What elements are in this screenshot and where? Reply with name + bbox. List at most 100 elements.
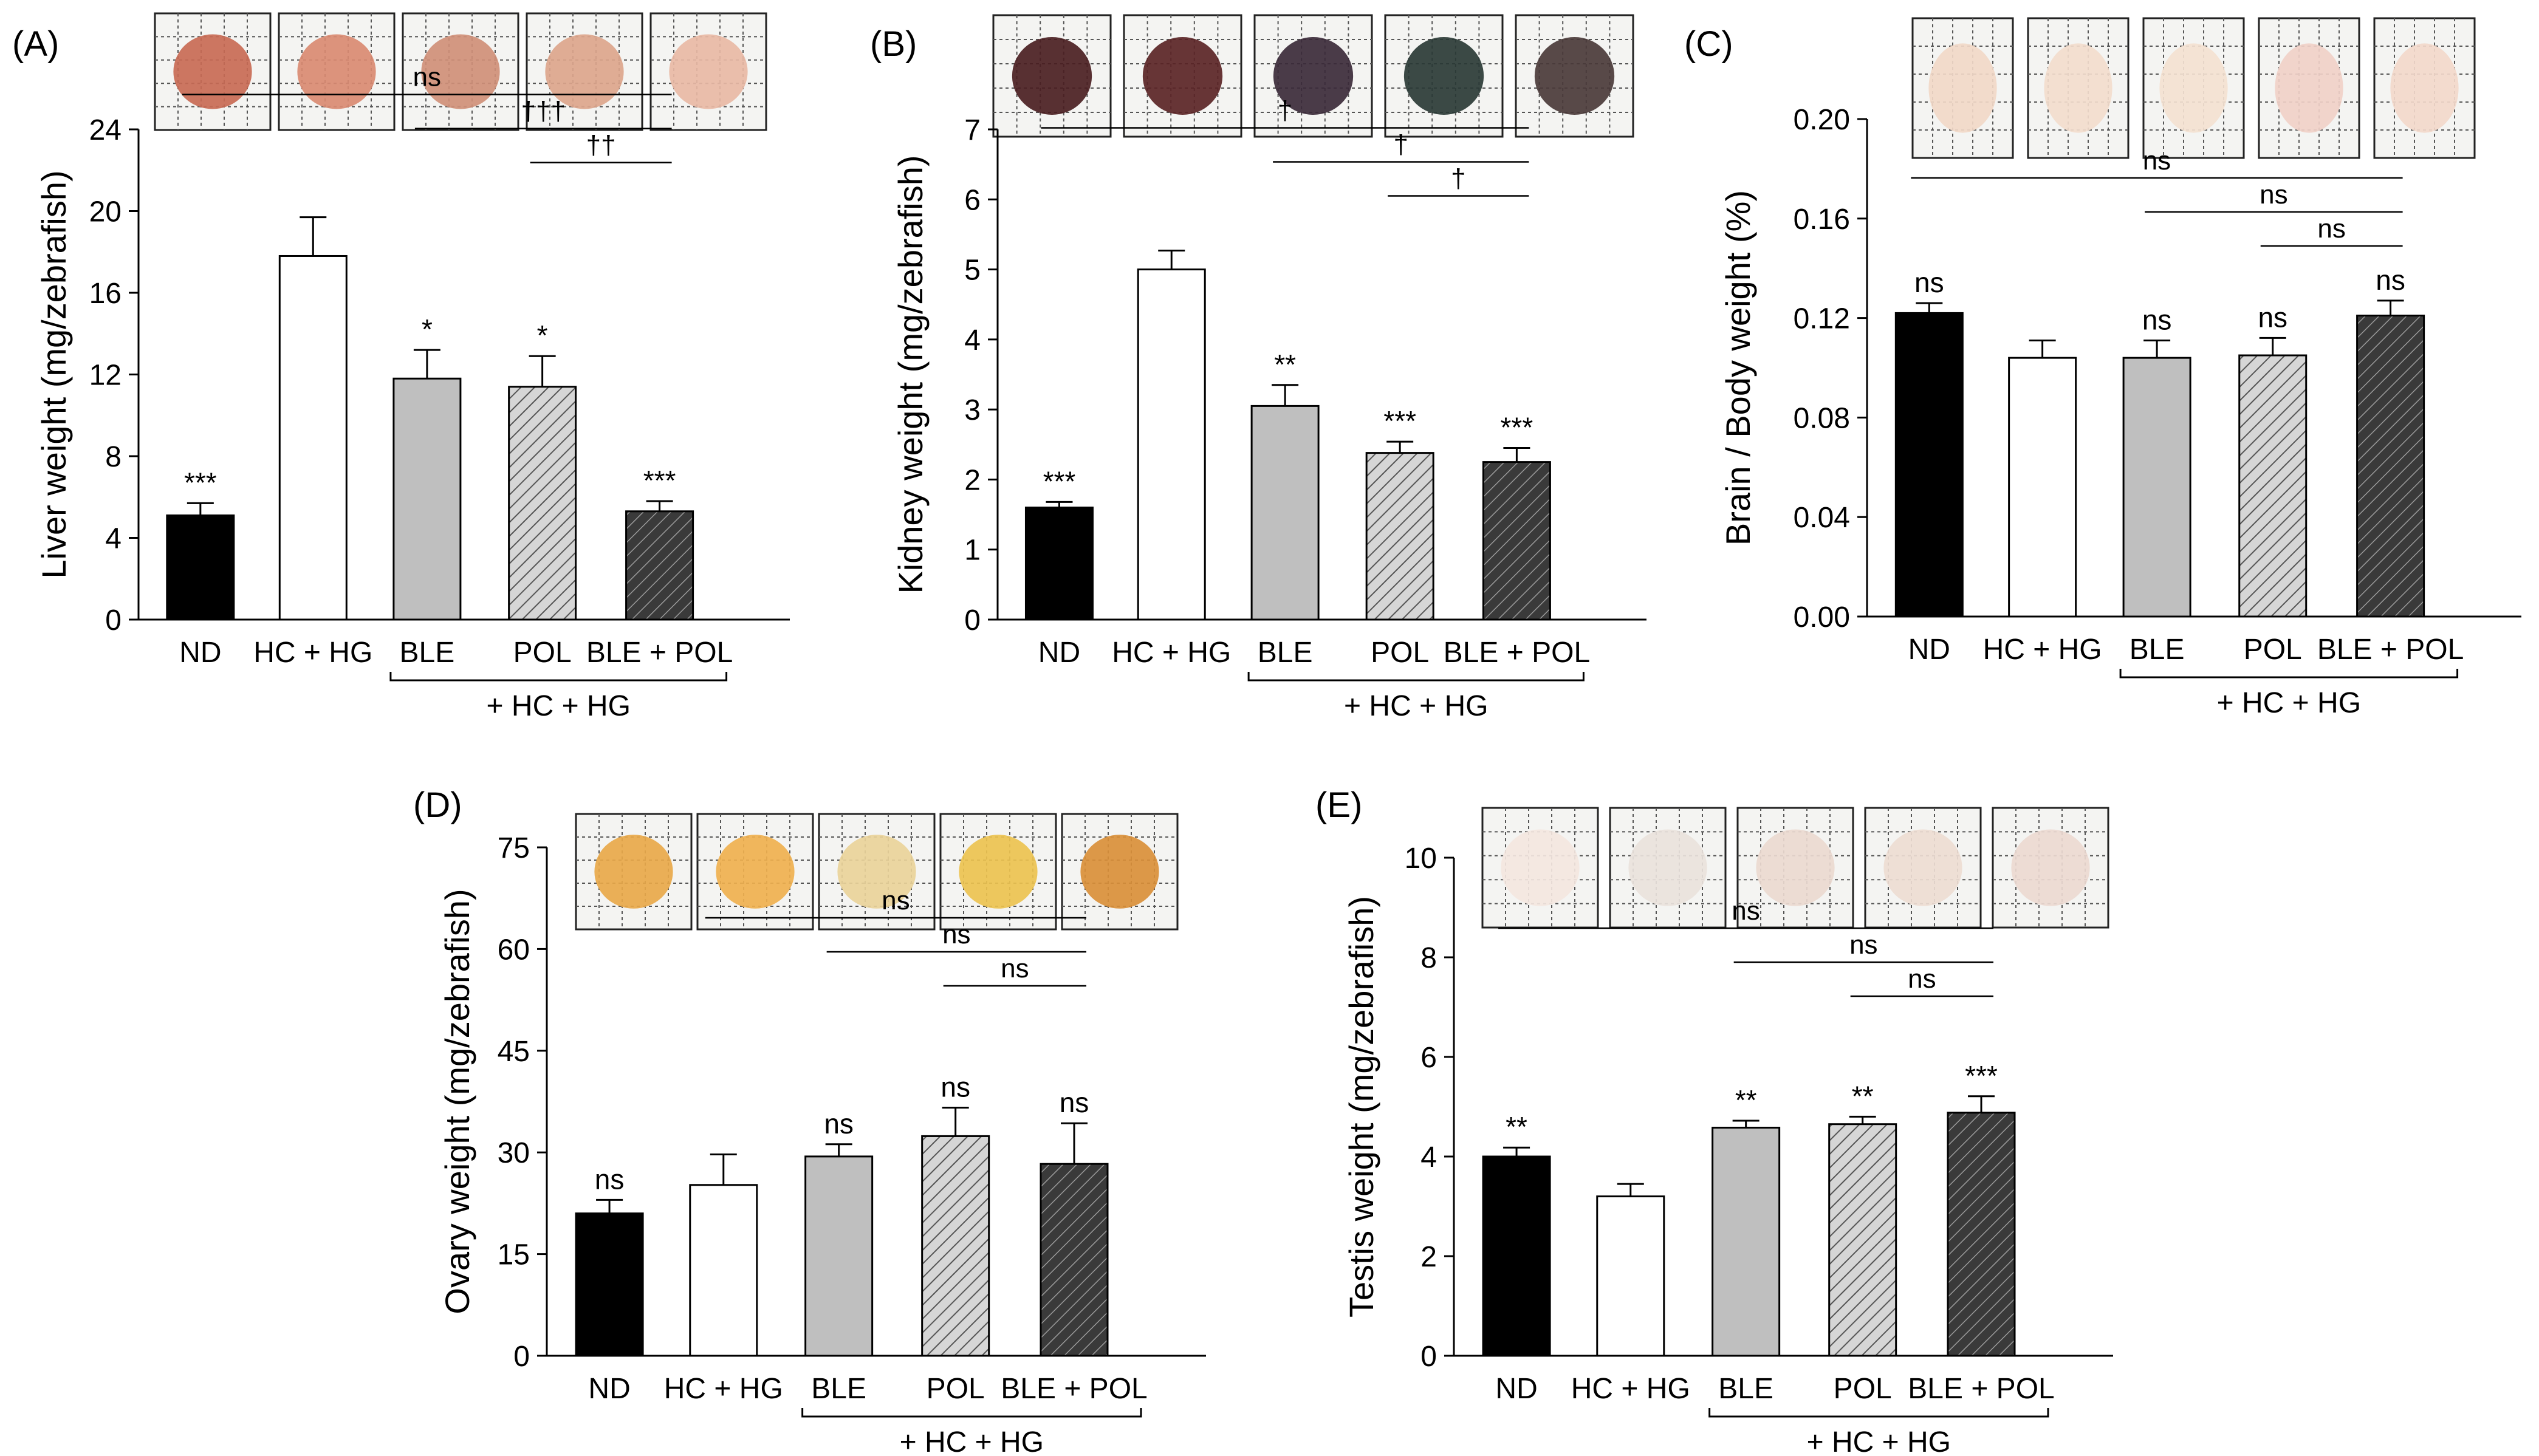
y-tick-label: 4 — [1420, 1141, 1437, 1174]
y-tick-label: 60 — [498, 934, 530, 966]
y-tick-label: 0.00 — [1794, 601, 1850, 634]
x-tick-label: POL — [2244, 634, 2302, 666]
y-tick-label: 75 — [498, 832, 530, 864]
bar-nd — [166, 514, 235, 621]
tissue-photo — [278, 12, 396, 131]
y-tick-label: 12 — [89, 360, 122, 392]
significance-label: ns — [595, 1163, 625, 1195]
significance-label: ** — [1735, 1084, 1757, 1116]
comparison-label: ns — [2143, 146, 2171, 176]
comparison-label: † — [1394, 129, 1408, 159]
y-tick-label: 0 — [1420, 1341, 1437, 1373]
x-tick-label: POL — [513, 637, 572, 669]
y-tick-label: 30 — [498, 1137, 530, 1169]
significance-label: ** — [1506, 1111, 1527, 1143]
bar-ble-pol — [625, 510, 694, 621]
tissue-photo — [1992, 807, 2109, 929]
significance-label: *** — [1501, 412, 1533, 443]
significance-label: *** — [643, 465, 676, 496]
bar-nd — [1894, 312, 1964, 618]
y-axis-label: Kidney weight (mg/zebrafish) — [891, 155, 930, 593]
x-tick-label: BLE — [811, 1373, 866, 1405]
panel-label: (E) — [1315, 785, 1362, 825]
comparison-label: ns — [2260, 180, 2287, 210]
comparison-label: † — [1451, 163, 1465, 193]
comparison-label: ††† — [521, 97, 566, 126]
y-tick-label: 5 — [964, 255, 981, 287]
significance-label: ns — [1914, 267, 1944, 298]
y-tick-label: 0 — [964, 604, 981, 637]
tissue-photo — [1609, 807, 1727, 929]
bar-hc-hg — [1137, 268, 1206, 621]
bar-pol — [508, 386, 577, 621]
y-tick-label: 16 — [89, 278, 122, 310]
bar-nd — [1024, 507, 1094, 621]
tissue-photo — [649, 12, 767, 131]
y-tick-label: 1 — [964, 535, 981, 567]
comparison-label: ns — [2317, 214, 2345, 244]
tissue-photo — [1911, 17, 2014, 159]
y-tick-label: 0.20 — [1794, 104, 1850, 136]
tissue-photo — [575, 813, 693, 931]
y-tick-label: 2 — [964, 464, 981, 496]
group-label: + HC + HG — [487, 690, 631, 722]
significance-label: ** — [1274, 349, 1296, 380]
significance-label: ns — [941, 1071, 970, 1103]
x-tick-label: ND — [588, 1373, 630, 1405]
y-tick-label: 0.04 — [1794, 502, 1850, 534]
tissue-photo — [992, 14, 1112, 138]
tissue-photo — [2258, 17, 2360, 159]
panel-D: (D) 0 15 30 45 60 75 Ovary weight (mg/zebrafish… — [413, 785, 1206, 1456]
tissue-photo — [1123, 14, 1242, 138]
x-tick-label: HC + HG — [1112, 637, 1231, 669]
x-tick-label: BLE — [2130, 634, 2185, 666]
tissue-photo — [526, 12, 643, 131]
bar-ble-pol — [1040, 1163, 1109, 1357]
group-label: + HC + HG — [900, 1426, 1044, 1456]
y-tick-label: 2 — [1420, 1241, 1437, 1273]
x-tick-label: POL — [1834, 1373, 1892, 1405]
comparison-label: ns — [1732, 896, 1759, 926]
x-tick-label: ND — [1038, 637, 1080, 669]
panel-A: (A) 0 4 8 12 16 20 24 Liver weight (mg/zebrafish… — [12, 12, 790, 722]
bar-hc-hg — [278, 255, 348, 621]
x-tick-label: BLE + POL — [2317, 634, 2464, 666]
bar-hc-hg — [2008, 357, 2077, 618]
group-label: + HC + HG — [2217, 687, 2361, 719]
y-tick-label: 6 — [1420, 1042, 1437, 1074]
group-bracket — [2119, 669, 2459, 678]
x-tick-label: BLE — [1718, 1373, 1773, 1405]
y-tick-label: 0.12 — [1794, 303, 1850, 335]
x-tick-label: BLE + POL — [1444, 637, 1590, 669]
bar-pol — [1828, 1123, 1897, 1357]
significance-label: *** — [1043, 465, 1076, 497]
bar-ble — [1250, 405, 1320, 621]
significance-label: *** — [1965, 1060, 1998, 1092]
tissue-photo — [402, 12, 519, 131]
bar-ble-pol — [2356, 315, 2425, 618]
tissue-photo — [696, 813, 814, 931]
comparison-label: ns — [1908, 964, 1936, 994]
y-tick-label: 4 — [105, 523, 122, 555]
bar-pol — [921, 1135, 990, 1357]
panel-label: (B) — [870, 24, 917, 64]
tissue-photo — [2373, 17, 2476, 159]
comparison-label: ns — [882, 886, 910, 915]
tissue-photo — [2027, 17, 2130, 159]
panel-label: (C) — [1684, 24, 1733, 64]
tissue-photo — [2142, 17, 2245, 159]
tissue-photo — [1481, 807, 1599, 929]
y-tick-label: 8 — [105, 441, 122, 473]
x-tick-label: ND — [1495, 1373, 1537, 1405]
panel-label: (D) — [413, 785, 462, 825]
tissue-photo — [1736, 807, 1854, 929]
x-tick-label: HC + HG — [1571, 1373, 1690, 1405]
bar-ble-pol — [1482, 461, 1551, 621]
bar-hc-hg — [689, 1184, 758, 1357]
y-axis-label: Testis weight (mg/zebrafish) — [1342, 896, 1380, 1318]
comparison-label: ns — [1001, 954, 1029, 983]
bar-nd — [1482, 1155, 1551, 1357]
group-bracket — [1247, 672, 1585, 682]
y-axis-label: Brain / Body weight (%) — [1719, 190, 1757, 545]
significance-label: ns — [2376, 264, 2405, 296]
